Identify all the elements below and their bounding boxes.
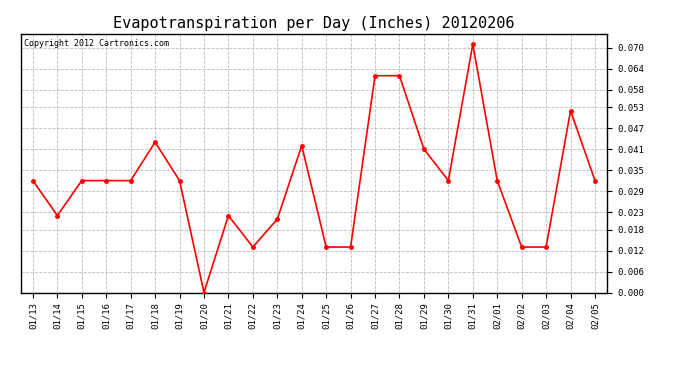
Text: Copyright 2012 Cartronics.com: Copyright 2012 Cartronics.com [23,39,168,48]
Title: Evapotranspiration per Day (Inches) 20120206: Evapotranspiration per Day (Inches) 2012… [113,16,515,31]
